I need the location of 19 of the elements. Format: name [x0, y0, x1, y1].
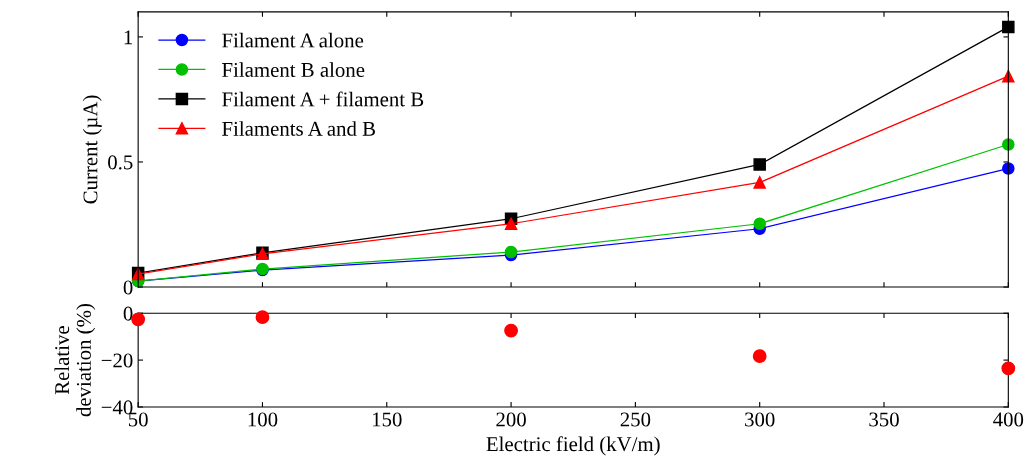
legend-label: Filament A + filament B	[222, 91, 424, 107]
x-tick-label: 100	[248, 412, 278, 427]
x-tick-label: 400	[993, 412, 1024, 427]
x-tick-label: 150	[372, 412, 402, 427]
y-axis-title: Relative deviation (%)	[54, 304, 96, 417]
y-axis-title: Current (µA)	[82, 95, 102, 204]
legend-label: Filament B alone	[222, 62, 365, 77]
x-tick-label: 350	[869, 412, 899, 427]
legend-label: Filaments A and B	[222, 121, 375, 136]
y-tick-label: 1	[124, 30, 133, 45]
x-tick-label: 300	[745, 412, 775, 427]
x-tick-label: 250	[620, 412, 651, 427]
legend-label: Filament A alone	[222, 32, 364, 48]
y-tick-label: 0	[123, 280, 133, 295]
y-tick-label: 0.5	[108, 155, 133, 170]
y-tick-label: 0	[123, 306, 133, 321]
y-tick-label: −20	[101, 353, 133, 368]
x-axis-title: Electric field (kV/m)	[486, 436, 660, 456]
x-tick-label: 200	[496, 412, 526, 427]
